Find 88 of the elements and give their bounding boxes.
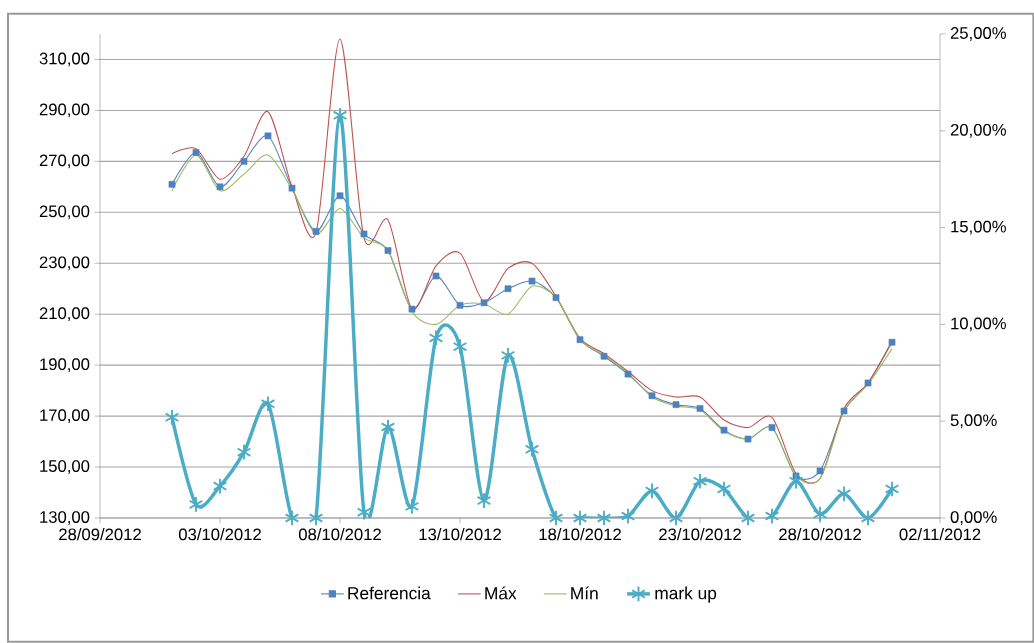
point [380,418,396,436]
x-tick-label: 23/10/2012 [659,528,741,541]
x-tick-label: 03/10/2012 [178,528,261,541]
legend-label: mark up [655,586,717,603]
y-tick-label: 150,00 [40,460,90,474]
y2-tick-label: 15,00% [951,220,1006,235]
point [188,496,204,513]
y2-tick-label: 25,00% [950,27,1006,41]
point [260,395,276,413]
y2-tick-label: 0,00% [950,511,997,525]
point [284,509,300,527]
legend-label: Mín [571,586,598,600]
point [884,480,900,498]
point [744,435,752,443]
y-tick-label: 290,00 [39,103,90,118]
point [504,285,512,293]
point [692,472,708,490]
point [456,301,464,309]
point [740,509,756,527]
point [836,485,852,503]
point [720,426,728,434]
point [336,192,344,200]
y-tick-label: 270,00 [39,154,90,169]
point [672,401,680,408]
point [312,228,320,235]
point [480,299,488,307]
point [500,347,516,364]
point [788,472,804,490]
y-tick-label: 250,00 [39,205,90,220]
point [236,443,252,461]
point [404,498,420,515]
y2-tick-label: 10,00% [951,317,1006,332]
x-tick-label: 28/09/2012 [59,528,141,541]
point [596,509,612,527]
y-tick-label: 190,00 [40,358,90,373]
y-tick-label: 210,00 [39,307,90,322]
point [624,370,632,378]
point [524,441,540,458]
point [648,392,656,400]
y-tick-label: 130,00 [40,511,90,525]
point [164,409,180,426]
point [764,507,780,525]
point [572,509,588,527]
legend-label: Referencia [348,586,431,600]
point [864,379,872,387]
point [696,405,704,412]
point [576,336,584,344]
point [452,338,468,355]
point [332,107,348,124]
point [216,183,224,191]
point [552,294,560,301]
y-tick-label: 170,00 [40,409,90,423]
point [356,503,372,521]
point [360,230,368,238]
point [668,509,684,527]
point [600,352,608,360]
y2-tick-label: 20,00% [950,123,1006,138]
point [428,329,444,347]
point [384,247,392,254]
point [812,505,828,523]
point [192,149,200,156]
point [716,480,732,498]
point [528,277,536,285]
point [644,482,660,500]
point [888,338,896,346]
point [548,509,564,527]
point [264,132,272,140]
point [212,477,228,495]
x-tick-label: 28/10/2012 [779,528,861,541]
point [240,158,248,165]
point [620,507,636,525]
y-tick-label: 230,00 [39,256,90,271]
y-tick-label: 310,00 [39,52,90,67]
x-tick-label: 13/10/2012 [419,528,501,541]
point [840,407,848,415]
point [860,509,876,527]
y2-tick-label: 5,00% [950,414,997,429]
x-tick-label: 02/11/2012 [899,528,981,541]
point [408,305,416,313]
x-tick-label: 18/10/2012 [539,528,621,541]
point [768,424,776,431]
point [168,180,176,188]
point [432,272,440,280]
point [288,184,296,192]
point [476,492,492,509]
x-tick-label: 08/10/2012 [298,528,381,541]
point [816,467,824,475]
legend-label: Máx [485,586,517,600]
